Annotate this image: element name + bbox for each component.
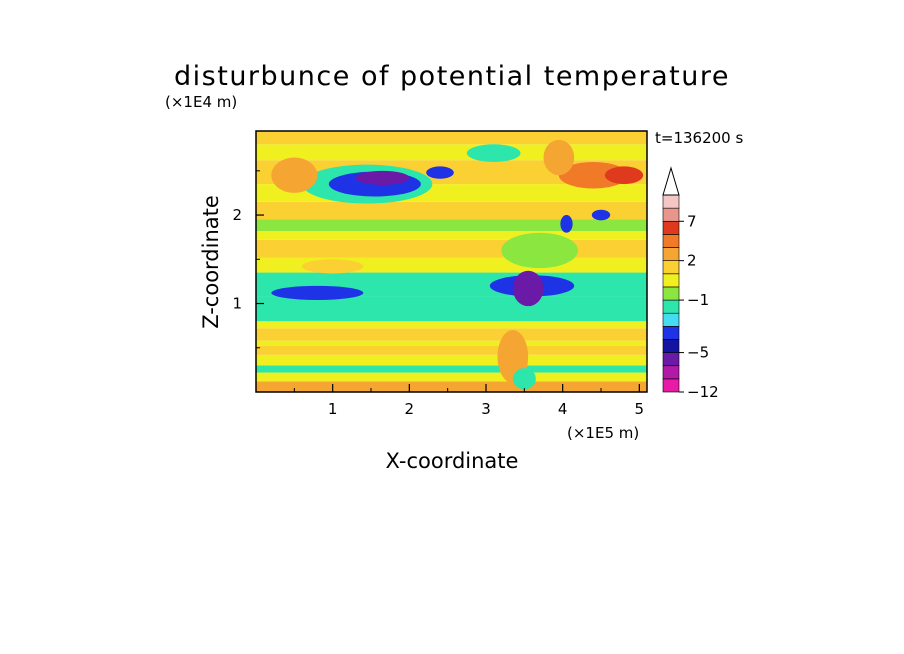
colorbar-swatch-5 (662, 312, 680, 327)
contour-cell-14 (560, 215, 573, 233)
contour-cell-15 (466, 144, 521, 162)
x-tick-label-0: 1 (328, 400, 338, 418)
y-tick-label-1: 2 (232, 206, 242, 224)
x-axis-title: X-coordinate (386, 449, 519, 473)
x-axis: 1 2 3 4 5 (293, 384, 645, 418)
contour-cell-3 (426, 166, 454, 179)
y-tick-label-0: 1 (232, 295, 242, 313)
contour-band-11 (256, 239, 647, 258)
colorbar-label-1: 2 (687, 252, 697, 270)
contour-band-3 (256, 354, 647, 366)
contour-band-2 (256, 365, 647, 373)
contour-cell-4 (271, 285, 364, 300)
colorbar-swatch-14 (662, 194, 680, 209)
colorbar-swatch-0 (662, 378, 680, 393)
colorbar-swatch-13 (662, 207, 680, 222)
colorbar: 7 2 −1 −5 −12 (662, 166, 719, 401)
x-tick-label-4: 5 (635, 400, 645, 418)
contour-band-12 (256, 230, 647, 240)
contour-cell-2 (355, 170, 410, 185)
contour-cell-10 (543, 139, 575, 176)
x-tick-label-2: 3 (481, 400, 491, 418)
contour-cell-13 (591, 209, 611, 221)
contour-cell-12 (512, 368, 536, 390)
colorbar-label-0: 7 (687, 212, 697, 230)
colorbar-label-3: −5 (687, 344, 709, 362)
colorbar-extend-arrow (662, 166, 680, 196)
chart-title: disturbunce of potential temperature (174, 61, 730, 92)
contour-band-0 (256, 381, 647, 392)
plot-frame (255, 130, 648, 393)
contour-band-1 (256, 372, 647, 382)
contour-cell-17 (501, 232, 578, 269)
contour-band-14 (256, 201, 647, 220)
colorbar-swatch-2 (662, 352, 680, 367)
contour-field (256, 131, 647, 392)
colorbar-swatch-6 (662, 299, 680, 314)
x-tick-label-3: 4 (558, 400, 568, 418)
colorbar-swatch-3 (662, 339, 680, 353)
contour-band-7 (256, 321, 647, 329)
contour-cell-6 (512, 270, 544, 307)
contour-band-4 (256, 345, 647, 355)
y-unit-label: (×1E4 m) (165, 93, 237, 111)
contour-cell-16 (302, 259, 364, 274)
contour-band-17 (256, 144, 647, 161)
colorbar-swatch-9 (662, 260, 680, 275)
colorbar-swatch-1 (662, 365, 680, 380)
x-tick-label-1: 2 (405, 400, 415, 418)
colorbar-label-4: −12 (687, 383, 719, 401)
time-label: t=136200 s (655, 129, 743, 147)
colorbar-swatch-8 (662, 273, 680, 288)
contour-cell-7 (558, 161, 628, 189)
contour-band-13 (256, 219, 647, 231)
colorbar-swatch-12 (662, 220, 680, 235)
contour-band-6 (256, 328, 647, 341)
colorbar-swatch-7 (662, 286, 680, 301)
contour-band-18 (256, 131, 647, 145)
colorbar-swatch-10 (662, 247, 680, 261)
contour-cell-8 (604, 166, 644, 185)
contour-band-8 (256, 296, 647, 322)
contour-band-5 (256, 340, 647, 346)
colorbar-swatch-4 (662, 326, 680, 340)
x-unit-label: (×1E5 m) (567, 424, 639, 442)
colorbar-swatch-11 (662, 234, 680, 248)
contour-cell-9 (271, 157, 318, 193)
y-axis: 12 (232, 170, 264, 349)
colorbar-label-2: −1 (687, 291, 709, 309)
y-axis-title: Z-coordinate (199, 195, 223, 329)
